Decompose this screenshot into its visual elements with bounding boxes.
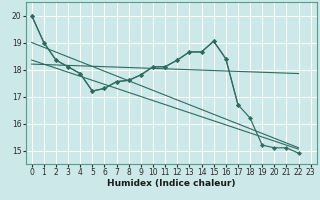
X-axis label: Humidex (Indice chaleur): Humidex (Indice chaleur) <box>107 179 236 188</box>
